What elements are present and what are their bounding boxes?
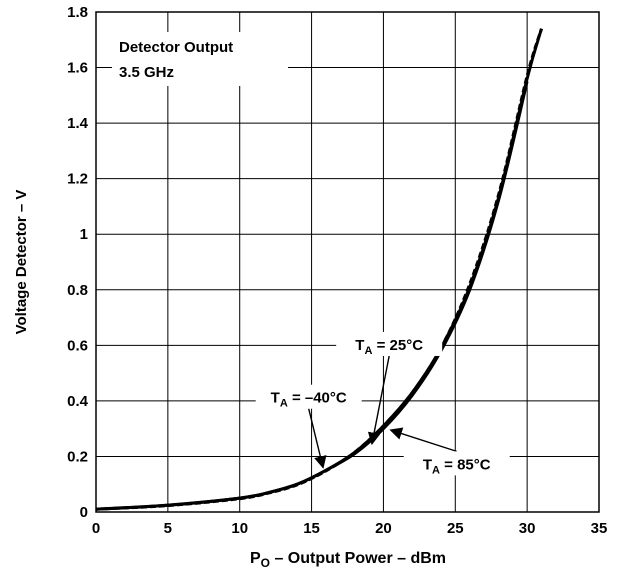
y-tick-label: 1.4 xyxy=(67,115,89,132)
annotations: TA = –40°CTA = 25°CTA = 85°C xyxy=(255,331,510,476)
annotation-label-sub: A xyxy=(280,398,288,410)
x-tick-label: 0 xyxy=(92,520,100,537)
y-tick-label: 1.6 xyxy=(67,60,88,77)
x-tick-label: 5 xyxy=(164,520,172,537)
y-tick-label: 0.4 xyxy=(67,393,89,410)
annotation-label-sub: A xyxy=(432,464,440,476)
chart-title: Detector Output xyxy=(119,39,233,56)
annotation-label-main: T xyxy=(355,337,364,354)
annotation-label-main: T xyxy=(423,456,432,473)
annotation-arrow xyxy=(389,427,457,453)
plot-frame xyxy=(95,11,600,513)
x-tick-label: 25 xyxy=(447,520,464,537)
x-tick-label: 20 xyxy=(375,520,392,537)
x-axis-label-rest: – Output Power – dBm xyxy=(270,550,446,567)
x-axis-label: PO – Output Power – dBm xyxy=(250,550,446,570)
x-tick-label: 35 xyxy=(591,520,608,537)
x-tick-label: 15 xyxy=(303,520,320,537)
annotation-label: TA = 85°C xyxy=(423,456,491,476)
y-tick-label: 0.8 xyxy=(67,282,88,299)
annotation-1: TA = –40°C xyxy=(255,384,362,469)
y-tick-label: 1.8 xyxy=(67,4,88,21)
annotation-label-bg xyxy=(255,384,362,409)
annotation-arrow xyxy=(308,408,327,469)
series-line-3 xyxy=(95,28,543,511)
annotation-label-bg xyxy=(403,451,510,476)
annotation-label: TA = –40°C xyxy=(271,390,347,410)
annotation-label-sub: A xyxy=(364,345,372,357)
annotation-arrow xyxy=(367,355,390,446)
y-tick-label: 0.6 xyxy=(67,337,88,354)
series-group xyxy=(95,28,543,511)
x-axis-label-main: P xyxy=(250,550,261,567)
y-tick-label: 0 xyxy=(80,504,88,521)
x-axis-label-sub: O xyxy=(261,556,270,570)
y-tick-label: 0.2 xyxy=(67,448,88,465)
y-tick-label: 1 xyxy=(80,226,88,243)
x-tick-label: 10 xyxy=(231,520,248,537)
chart-subtitle: 3.5 GHz xyxy=(119,64,174,81)
annotation-label-rest: = 25°C xyxy=(372,337,423,354)
annotation-label-rest: = 85°C xyxy=(440,456,491,473)
x-tick-label: 30 xyxy=(519,520,536,537)
annotation-label-main: T xyxy=(271,390,280,407)
y-tick-label: 1.2 xyxy=(67,171,88,188)
annotation-label: TA = 25°C xyxy=(355,337,423,357)
y-axis-label: Voltage Detector – V xyxy=(13,190,30,335)
annotation-label-bg xyxy=(336,331,443,356)
title-box xyxy=(112,32,288,86)
tick-labels: 0 5 10 15 20 25 30 35 0 0.2 0.4 0.6 0.8 1 1.2 1.4 1.6 1.8 xyxy=(67,4,607,537)
annotation-2: TA = 25°C xyxy=(336,331,443,446)
annotation-3: TA = 85°C xyxy=(389,427,510,476)
annotation-label-rest: = –40°C xyxy=(288,390,347,407)
